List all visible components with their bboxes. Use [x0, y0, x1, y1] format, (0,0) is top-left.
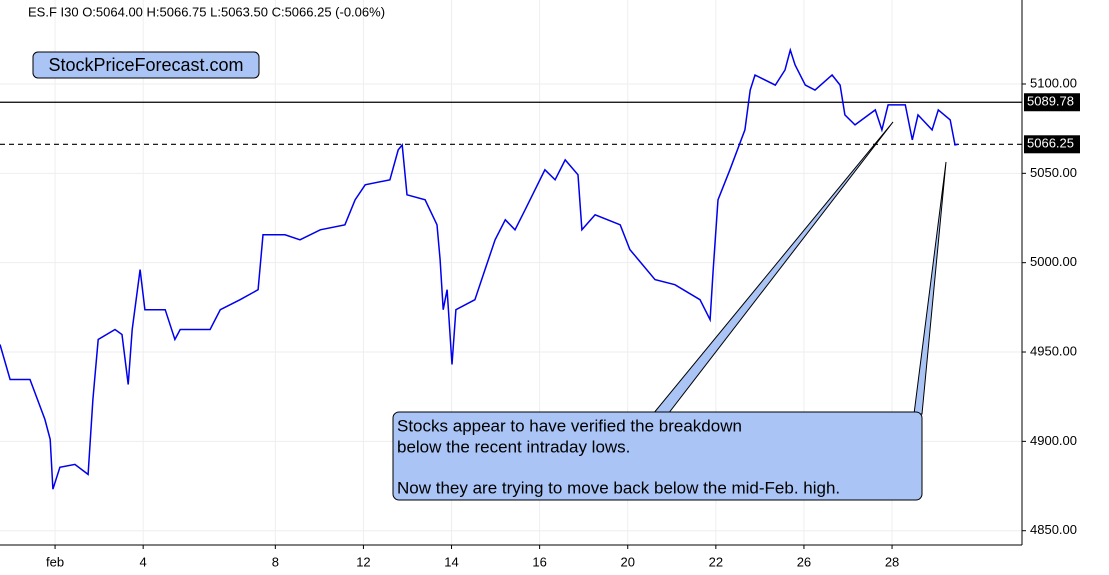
- y-tick-label: 4850.00: [1030, 522, 1077, 537]
- header: ES.F I30 O:5064.00 H:5066.75 L:5063.50 C…: [28, 4, 385, 19]
- annotation-text: below the recent intraday lows.: [397, 437, 630, 456]
- x-tick-label: 16: [532, 554, 546, 569]
- watermark-box: [32, 51, 260, 79]
- x-tick-label: 4: [140, 554, 147, 569]
- level-label-box: [1024, 93, 1080, 112]
- x-tick-label: feb: [46, 554, 64, 569]
- y-tick-label: 4950.00: [1030, 343, 1077, 358]
- level-label: 5066.25: [1027, 136, 1074, 151]
- x-tick-label: 28: [885, 554, 899, 569]
- x-tick-label: 14: [444, 554, 458, 569]
- y-tick-label: 5000.00: [1030, 254, 1077, 269]
- callout-pointer: [913, 161, 947, 415]
- x-tick-label: 20: [621, 554, 635, 569]
- level-label-box: [1024, 135, 1080, 154]
- x-tick-label: 8: [272, 554, 279, 569]
- x-tick-label: 12: [356, 554, 370, 569]
- y-tick-label: 5100.00: [1030, 75, 1077, 90]
- annotation-text: Stocks appear to have verified the break…: [397, 416, 742, 435]
- y-tick-label: 4900.00: [1030, 433, 1077, 448]
- x-tick-label: 26: [797, 554, 811, 569]
- watermark: StockPriceForecast.com: [48, 55, 243, 75]
- price-line: [0, 47, 959, 490]
- annotation-text: Now they are trying to move back below t…: [397, 478, 840, 497]
- callout-pointer: [651, 121, 894, 415]
- callout-box: [392, 411, 923, 501]
- y-tick-label: 5050.00: [1030, 165, 1077, 180]
- level-label: 5089.78: [1027, 94, 1074, 109]
- grid-layer: [0, 0, 1022, 545]
- x-tick-label: 22: [709, 554, 723, 569]
